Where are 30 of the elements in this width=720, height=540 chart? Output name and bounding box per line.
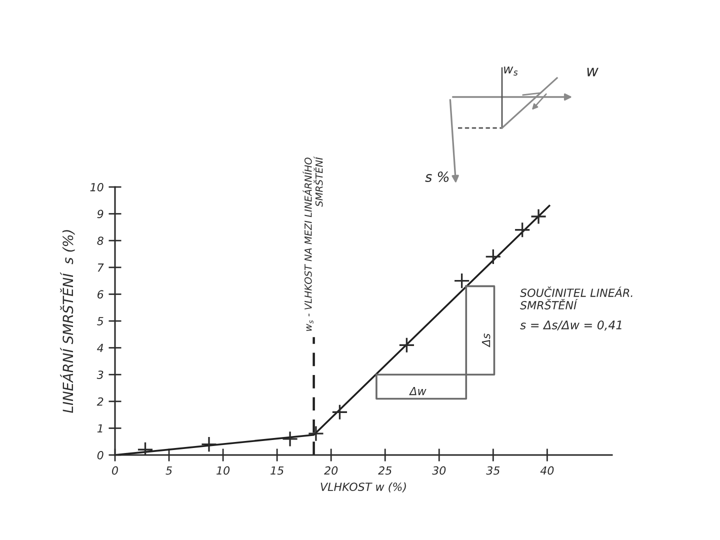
- x-tick-label: 10: [216, 466, 230, 475]
- x-tick-label: 40: [540, 466, 554, 475]
- y-tick-label: 7: [98, 264, 104, 272]
- y-tick-label: 5: [97, 317, 104, 326]
- text: w: [587, 68, 599, 76]
- x-tick-label: 15: [270, 466, 284, 475]
- x-tick-label: 25: [378, 466, 392, 475]
- y-tick-label: 6: [98, 290, 104, 299]
- y-tick-label: 0: [97, 450, 104, 460]
- annotation: s = Δs/Δw = 0,41: [520, 320, 622, 331]
- y-tick-label: 9: [97, 210, 104, 218]
- y-axis-title: LINEÁRNÍ SMRŠTĚNÍ s (%): [60, 230, 75, 413]
- y-tick-label: 10: [90, 182, 104, 192]
- x-tick-label: 0: [112, 466, 118, 475]
- annotation: SOUČINITEL LINEÁR. SMRŠTĚNÍ: [520, 286, 632, 310]
- y-tick-label: 2: [96, 397, 104, 406]
- y-tick-label: 3: [96, 370, 104, 379]
- y-tick-label: 8: [97, 236, 104, 245]
- x-tick-label: 35: [486, 466, 500, 475]
- annotation: Δs: [482, 334, 490, 348]
- x-tick-label: 5: [166, 466, 172, 475]
- text: w$_{s}$: [504, 66, 518, 76]
- x-tick-label: 30: [432, 466, 446, 475]
- annotation: Δw: [408, 386, 426, 396]
- y-tick-label: 4: [97, 344, 104, 352]
- x-tick-label: 20: [324, 466, 338, 475]
- y-tick-label: 1: [97, 424, 102, 432]
- text: s %: [425, 172, 449, 182]
- x-axis-title: VLHKOST w (%): [320, 482, 406, 492]
- ref-line-label: w$_{s}$ - VLHKOST NA MEZI LINEÁRNÍHO SMRŠTĚNÍ: [302, 156, 323, 331]
